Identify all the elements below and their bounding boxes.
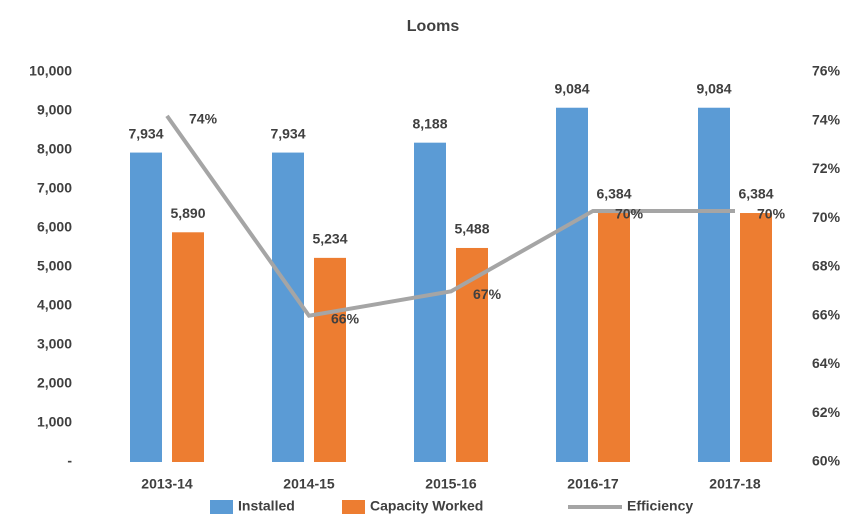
bar xyxy=(130,152,162,462)
chart-title: Looms xyxy=(407,18,460,35)
y-tick-label: 1,000 xyxy=(37,414,72,430)
data-label: 6,384 xyxy=(596,186,631,202)
data-label: 5,234 xyxy=(312,231,347,247)
y2-tick-label: 62% xyxy=(812,404,841,420)
bar xyxy=(414,142,446,462)
y-tick-label: 6,000 xyxy=(37,219,72,235)
x-tick-label: 2015-16 xyxy=(425,476,477,492)
data-label: 8,188 xyxy=(412,115,447,131)
legend-label: Installed xyxy=(238,498,295,514)
y-tick-label: 9,000 xyxy=(37,102,72,118)
data-label: 9,084 xyxy=(696,80,731,96)
bar xyxy=(556,107,588,462)
y-tick-label: 7,000 xyxy=(37,180,72,196)
y2-tick-label: 64% xyxy=(812,355,841,371)
x-tick-label: 2016-17 xyxy=(567,476,619,492)
y-tick-label: 2,000 xyxy=(37,375,72,391)
x-tick-label: 2013-14 xyxy=(141,476,193,492)
data-label: 66% xyxy=(331,310,360,326)
legend-label: Capacity Worked xyxy=(370,498,483,514)
data-label: 9,084 xyxy=(554,80,589,96)
y2-tick-label: 60% xyxy=(812,453,841,469)
data-label: 7,934 xyxy=(270,125,305,141)
bar xyxy=(314,257,346,462)
x-tick-label: 2017-18 xyxy=(709,476,761,492)
y2-tick-label: 72% xyxy=(812,160,841,176)
line xyxy=(165,114,735,318)
legend-key xyxy=(342,500,365,514)
bar xyxy=(698,107,730,462)
data-label: 70% xyxy=(615,206,644,222)
bar xyxy=(172,232,204,462)
y-tick-label: 3,000 xyxy=(37,336,72,352)
y2-tick-label: 74% xyxy=(812,111,841,127)
x-tick-label: 2014-15 xyxy=(283,476,335,492)
y-tick-label: 4,000 xyxy=(37,297,72,313)
data-label: 67% xyxy=(473,286,502,302)
legend-label: Efficiency xyxy=(627,498,693,514)
bar xyxy=(598,213,630,462)
data-label: 70% xyxy=(757,206,786,222)
legend-key xyxy=(210,500,233,514)
y2-tick-label: 66% xyxy=(812,306,841,322)
y-tick-label: 5,000 xyxy=(37,258,72,274)
y2-tick-label: 76% xyxy=(812,63,841,79)
y-tick-label: - xyxy=(67,453,72,469)
data-label: 7,934 xyxy=(128,125,163,141)
data-label: 5,890 xyxy=(170,205,205,221)
y-tick-label: 8,000 xyxy=(37,141,72,157)
y-tick-label: 10,000 xyxy=(29,63,72,79)
data-label: 5,488 xyxy=(454,221,489,237)
data-label: 74% xyxy=(189,111,218,127)
y2-tick-label: 68% xyxy=(812,258,841,274)
bar xyxy=(272,152,304,462)
bar xyxy=(740,213,772,462)
data-label: 6,384 xyxy=(738,186,773,202)
y2-tick-label: 70% xyxy=(812,209,841,225)
